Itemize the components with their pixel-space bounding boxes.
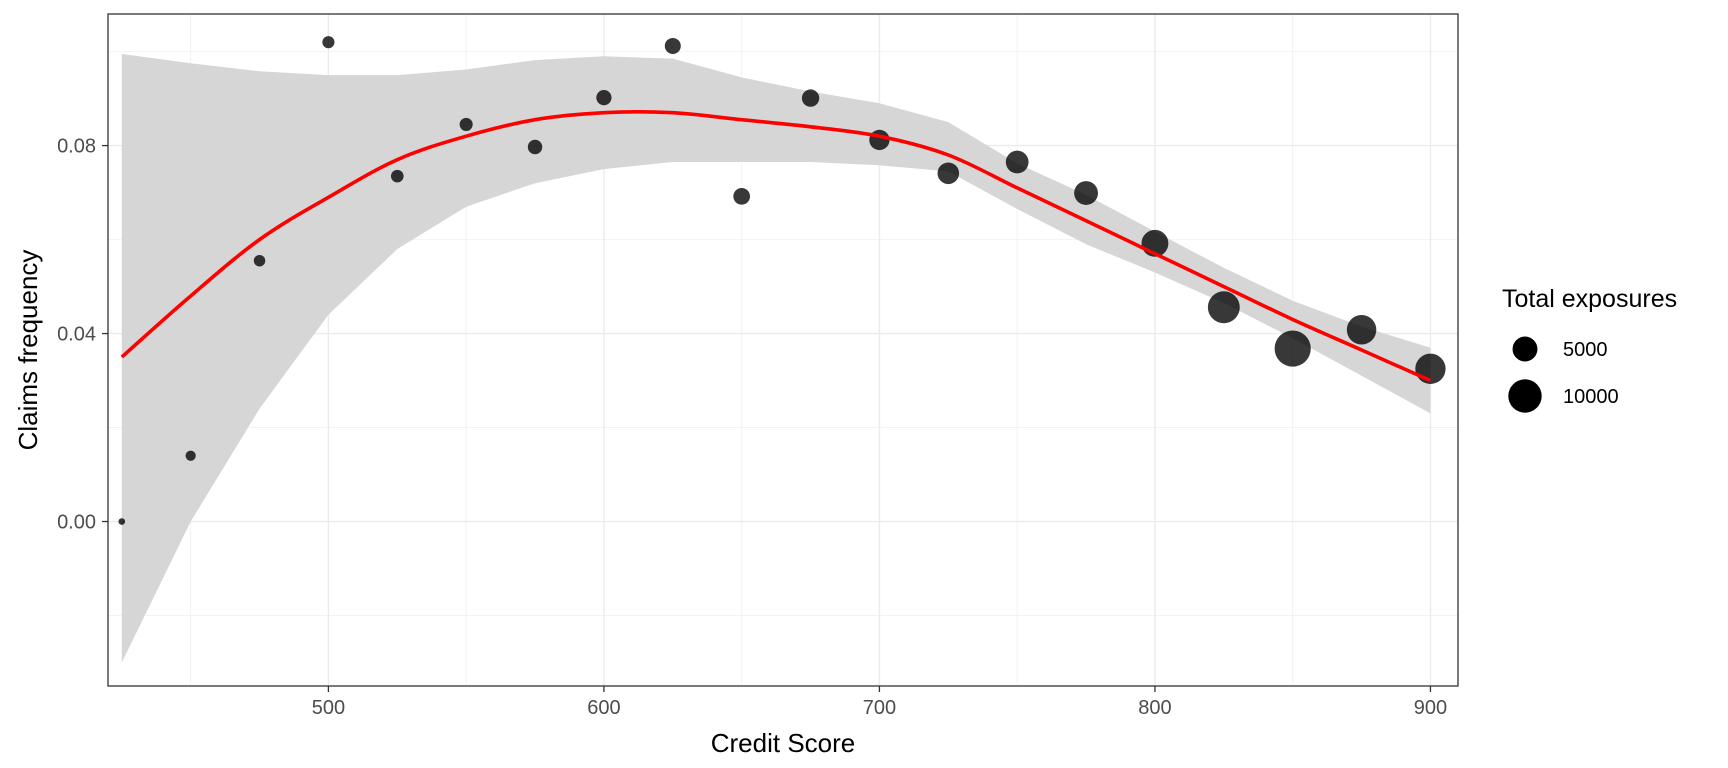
legend-key-label: 5000 bbox=[1563, 339, 1608, 361]
data-point bbox=[118, 518, 126, 525]
data-point bbox=[869, 129, 890, 151]
y-tick-label: 0.04 bbox=[57, 324, 96, 346]
data-point bbox=[596, 90, 612, 106]
x-tick-label: 600 bbox=[587, 697, 620, 719]
legend-key-label: 10000 bbox=[1563, 386, 1619, 408]
data-point bbox=[1005, 150, 1029, 174]
smooth-trend-line bbox=[120, 110, 1432, 383]
data-point bbox=[937, 162, 960, 185]
data-point bbox=[801, 89, 820, 107]
data-point bbox=[185, 450, 196, 461]
y-tick-label: 0.08 bbox=[57, 136, 96, 158]
x-tick-label: 900 bbox=[1414, 697, 1447, 719]
axes: 500 600 700 800 900 0.00 0.04 0.08 bbox=[57, 136, 1447, 719]
x-tick-label: 500 bbox=[312, 697, 345, 719]
panel-border bbox=[107, 13, 1459, 687]
data-point bbox=[1074, 181, 1098, 205]
data-point bbox=[1274, 330, 1311, 367]
data-point bbox=[1346, 315, 1377, 345]
legend-key-symbol bbox=[1508, 379, 1542, 413]
data-point bbox=[664, 37, 681, 54]
legend-keys: 5000 10000 bbox=[1508, 336, 1619, 413]
legend-key-symbol bbox=[1512, 336, 1538, 362]
trend-line bbox=[120, 110, 1432, 383]
data-point bbox=[322, 36, 335, 49]
legend: Total exposures 5000 10000 bbox=[1502, 285, 1677, 413]
data-point bbox=[1207, 291, 1240, 324]
data-point bbox=[459, 117, 473, 131]
x-axis-title: Credit Score bbox=[711, 728, 856, 758]
confidence-band bbox=[121, 53, 1431, 663]
x-tick-label: 700 bbox=[863, 697, 896, 719]
data-point bbox=[733, 187, 751, 205]
data-point bbox=[390, 169, 404, 183]
y-tick-label: 0.00 bbox=[57, 512, 96, 534]
x-tick-label: 800 bbox=[1138, 697, 1171, 719]
data-point bbox=[527, 139, 543, 155]
data-point bbox=[253, 254, 266, 267]
legend-title: Total exposures bbox=[1502, 285, 1677, 313]
y-axis-title: Claims frequency bbox=[13, 250, 43, 451]
confidence-band-area bbox=[121, 53, 1431, 663]
